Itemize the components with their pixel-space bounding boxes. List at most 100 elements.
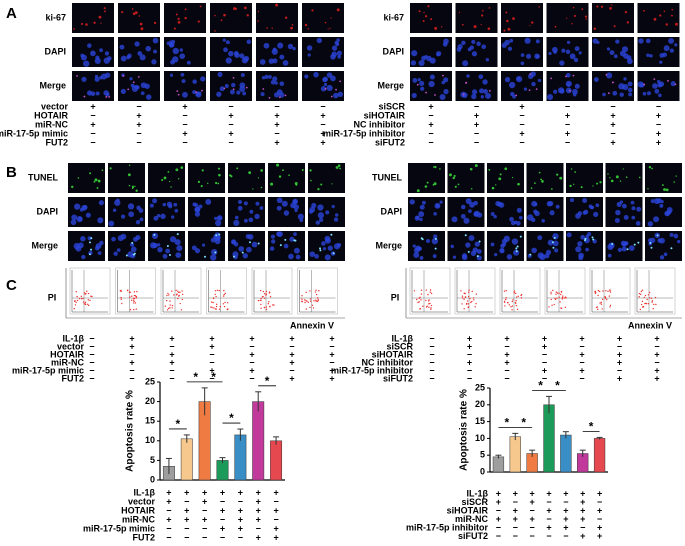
- event-dot: [132, 297, 135, 300]
- event-dot: [74, 304, 77, 306]
- stain-dot: [507, 27, 511, 31]
- event-dot: [469, 297, 471, 300]
- nucleus: [94, 57, 101, 65]
- nucleus: [166, 201, 173, 207]
- stain-dot: [197, 20, 200, 23]
- stain-dot: [670, 247, 673, 250]
- event-dot: [265, 294, 267, 296]
- condition-sign: +: [580, 488, 585, 498]
- micrograph: [526, 163, 564, 193]
- nucleus: [501, 238, 507, 245]
- condition-label: FUT2: [46, 137, 69, 147]
- nucleus: [225, 40, 230, 45]
- nucleus: [500, 248, 505, 253]
- stain-dot: [132, 253, 135, 256]
- stain-dot: [275, 3, 279, 7]
- event-dot: [606, 298, 608, 301]
- stain-dot: [122, 74, 125, 77]
- condition-sign: +: [504, 349, 509, 359]
- condition-sign: +: [256, 514, 261, 524]
- stain-dot: [470, 187, 473, 190]
- event-dot: [136, 290, 138, 293]
- nucleus: [657, 238, 662, 243]
- event-dot: [317, 298, 319, 300]
- stain-dot: [571, 23, 573, 25]
- nucleus: [240, 73, 245, 77]
- nucleus: [173, 202, 178, 207]
- nucleus: [649, 237, 656, 244]
- nucleus: [515, 75, 523, 83]
- stain-dot: [201, 169, 204, 172]
- event-dot: [120, 290, 122, 293]
- nucleus: [292, 198, 298, 205]
- condition-sign: +: [467, 333, 472, 343]
- stain-dot: [301, 168, 304, 171]
- condition-sign: −: [249, 373, 254, 383]
- event-dot: [604, 296, 607, 299]
- nucleus: [127, 53, 132, 59]
- nucleus: [176, 245, 183, 252]
- nucleus: [572, 92, 577, 97]
- condition-sign: −: [654, 357, 659, 367]
- event-dot: [211, 306, 213, 309]
- condition-sign: +: [496, 514, 501, 524]
- nucleus: [549, 210, 555, 216]
- condition-sign: +: [249, 333, 254, 343]
- condition-sign: −: [579, 357, 584, 367]
- condition-sign: −: [129, 349, 134, 359]
- stain-dot: [622, 168, 624, 170]
- nucleus: [162, 253, 168, 259]
- nucleus: [433, 212, 437, 216]
- condition-sign: +: [184, 487, 189, 497]
- stain-dot: [611, 81, 614, 84]
- stain-dot: [257, 10, 260, 13]
- condition-sign: +: [565, 128, 570, 138]
- condition-label: siHOTAIR: [372, 349, 414, 359]
- stain-dot: [495, 184, 497, 186]
- condition-sign: −: [166, 523, 171, 533]
- event-dot: [223, 305, 226, 308]
- event-dot: [222, 303, 225, 305]
- event-dot: [550, 291, 552, 294]
- condition-sign: +: [289, 333, 294, 343]
- nucleus: [229, 89, 235, 95]
- stain-dot: [439, 168, 441, 170]
- event-dot: [430, 308, 432, 310]
- event-dot: [179, 291, 181, 293]
- nucleus: [494, 253, 498, 257]
- nucleus: [602, 92, 606, 97]
- condition-sign: +: [654, 373, 659, 383]
- event-dot: [264, 293, 266, 295]
- flow-plot: [409, 267, 451, 315]
- flow-y-label: PI: [48, 292, 57, 302]
- micrograph: [526, 197, 564, 227]
- nucleus: [224, 84, 229, 88]
- nucleus: [200, 76, 206, 82]
- event-dot: [87, 299, 90, 301]
- stain-dot: [332, 252, 335, 255]
- nucleus: [595, 203, 600, 208]
- nucleus: [80, 236, 86, 242]
- nucleus: [254, 213, 260, 220]
- condition-sign: −: [428, 128, 433, 138]
- stain-dot: [416, 83, 419, 86]
- stain-dot: [331, 183, 333, 185]
- event-dot: [473, 299, 475, 301]
- nucleus: [292, 46, 296, 51]
- nucleus: [478, 74, 484, 80]
- stain-dot: [125, 254, 128, 257]
- condition-sign: −: [89, 349, 94, 359]
- stain-dot: [320, 183, 323, 186]
- nucleus: [566, 83, 571, 87]
- stain-dot: [195, 91, 198, 94]
- event-dot: [594, 292, 597, 295]
- event-dot: [169, 300, 171, 302]
- condition-sign: +: [563, 488, 568, 498]
- condition-sign: −: [90, 128, 95, 138]
- stain-dot: [418, 10, 421, 13]
- stain-dot: [416, 189, 420, 193]
- condition-sign: −: [228, 137, 233, 147]
- condition-sign: +: [579, 365, 584, 375]
- nucleus: [659, 60, 663, 64]
